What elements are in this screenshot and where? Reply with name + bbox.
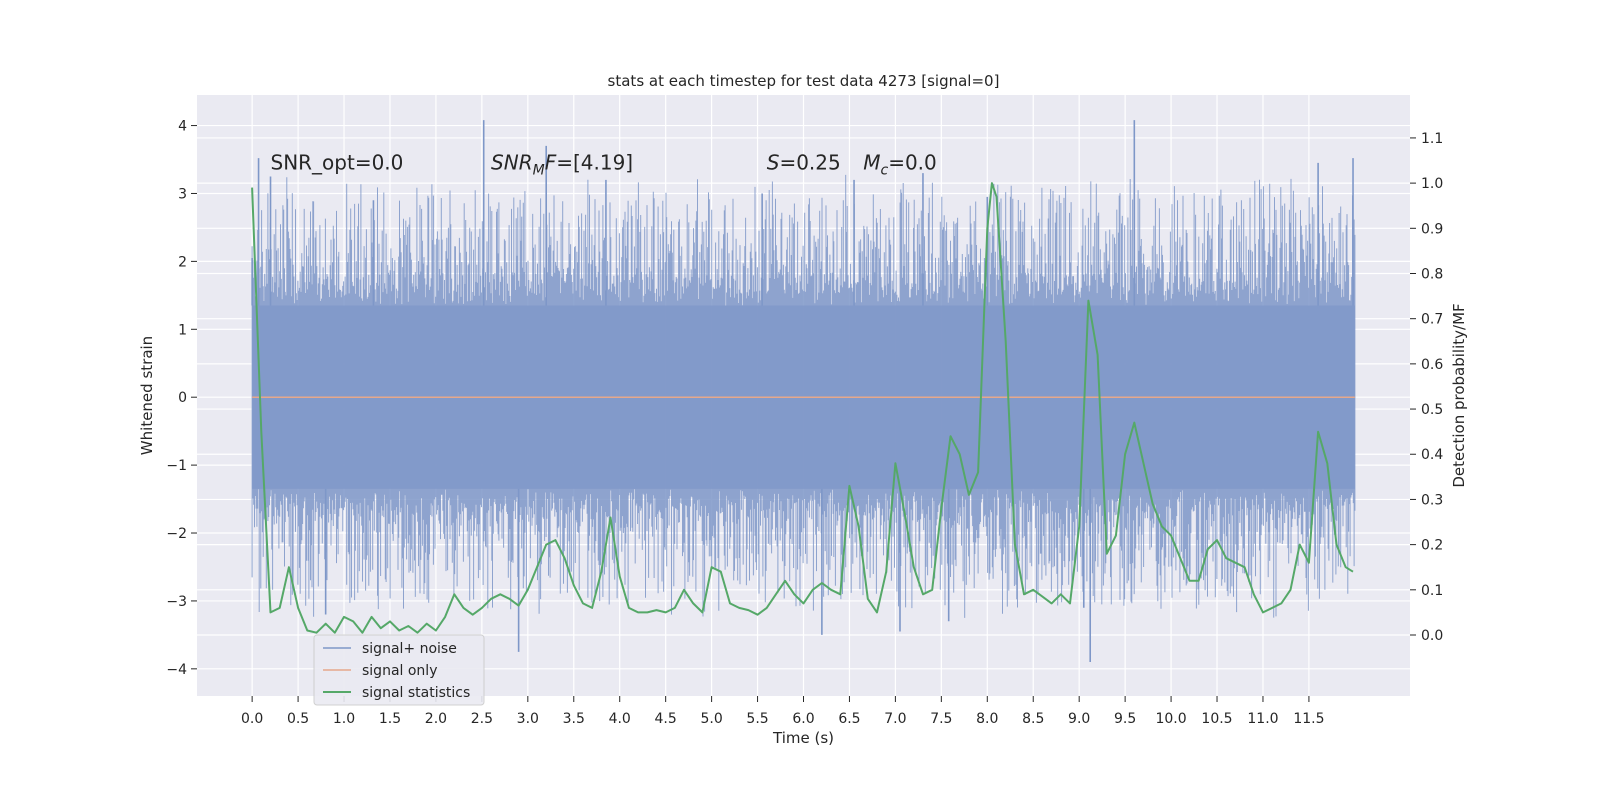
x-axis-title: Time (s) bbox=[772, 729, 834, 747]
x-tick-label: 1.0 bbox=[333, 711, 355, 727]
x-tick-label: 10.5 bbox=[1201, 711, 1232, 727]
y-right-tick-label: 0.4 bbox=[1421, 447, 1443, 463]
annotation: SNR_opt=0.0 bbox=[271, 151, 404, 175]
y-right-tick-label: 0.9 bbox=[1421, 221, 1443, 237]
y-left-tick-label: −3 bbox=[166, 594, 187, 610]
y-right-tick-label: 0.1 bbox=[1421, 583, 1443, 599]
y-left-tick-label: 3 bbox=[178, 186, 187, 202]
legend: signal+ noise signal only signal statistic… bbox=[313, 634, 485, 706]
signal-statistics-series bbox=[251, 182, 1354, 634]
x-tick-label: 11.0 bbox=[1247, 711, 1278, 727]
x-tick-label: 7.5 bbox=[930, 711, 952, 727]
y-right-tick-label: 1.1 bbox=[1421, 131, 1443, 147]
x-tick-label: 5.0 bbox=[700, 711, 722, 727]
y-right-tick-label: 0.5 bbox=[1421, 402, 1443, 418]
x-tick-label: 5.5 bbox=[746, 711, 768, 727]
y-left-tick-label: −4 bbox=[166, 662, 187, 678]
x-tick-label: 2.0 bbox=[425, 711, 447, 727]
y-left-tick-label: −2 bbox=[166, 526, 187, 542]
x-tick-label: 10.0 bbox=[1155, 711, 1186, 727]
annotation: SNRMF=[4.19] bbox=[491, 151, 633, 179]
x-tick-label: 3.0 bbox=[517, 711, 539, 727]
x-tick-label: 9.0 bbox=[1068, 711, 1090, 727]
x-tick-label: 4.0 bbox=[609, 711, 631, 727]
x-tick-label: 11.5 bbox=[1293, 711, 1324, 727]
x-tick-label: 8.0 bbox=[976, 711, 998, 727]
y-right-tick-label: 0.6 bbox=[1421, 357, 1443, 373]
legend-box bbox=[313, 634, 485, 706]
x-tick-label: 7.0 bbox=[884, 711, 906, 727]
y-right-tick-label: 0.0 bbox=[1421, 628, 1443, 644]
signal-statistics-line bbox=[251, 182, 1354, 634]
y-left-tick-label: 2 bbox=[178, 254, 187, 270]
annotation: Mc=0.0 bbox=[863, 151, 937, 179]
legend-label: signal+ noise bbox=[362, 641, 457, 657]
y-right-tick-label: 1.0 bbox=[1421, 176, 1443, 192]
y-right-tick-label: 0.8 bbox=[1421, 266, 1443, 282]
x-tick-label: 9.5 bbox=[1114, 711, 1136, 727]
x-tick-label: 8.5 bbox=[1022, 711, 1044, 727]
x-tick-label: 6.0 bbox=[792, 711, 814, 727]
y-axis-left-title: Whitened strain bbox=[138, 336, 156, 455]
y-right-tick-label: 0.2 bbox=[1421, 538, 1443, 554]
x-tick-label: 6.5 bbox=[838, 711, 860, 727]
x-tick-label: 0.5 bbox=[287, 711, 309, 727]
x-tick-label: 0.0 bbox=[241, 711, 263, 727]
y-left-tick-label: 1 bbox=[178, 322, 187, 338]
noise-trace bbox=[251, 174, 1356, 618]
y-left-tick-label: 0 bbox=[178, 390, 187, 406]
annotation: S=0.25 bbox=[767, 151, 841, 175]
y-axis-right-title: Detection probability/MF bbox=[1450, 303, 1468, 487]
x-tick-label: 3.5 bbox=[563, 711, 585, 727]
y-right-tick-label: 0.7 bbox=[1421, 312, 1443, 328]
x-tick-label: 2.5 bbox=[471, 711, 493, 727]
legend-label: signal only bbox=[362, 663, 437, 679]
legend-label: signal statistics bbox=[362, 685, 470, 701]
y-left-tick-label: −1 bbox=[166, 458, 187, 474]
tick-marks: 0.0 0.5 1.0 1.5 2.0 2.5 3.0 3.5 4.0 4.5 5.0 5.5 6.0 6… bbox=[166, 119, 1443, 727]
y-left-tick-label: 4 bbox=[178, 119, 187, 135]
y-right-tick-label: 0.3 bbox=[1421, 492, 1443, 508]
annotations: SNR_opt=0.0 SNRMF=[4.19] S=0.25 Mc=0.0 bbox=[271, 151, 937, 179]
chart-title: stats at each timestep for test data 427… bbox=[608, 72, 1000, 90]
x-tick-label: 4.5 bbox=[655, 711, 677, 727]
x-tick-label: 1.5 bbox=[379, 711, 401, 727]
